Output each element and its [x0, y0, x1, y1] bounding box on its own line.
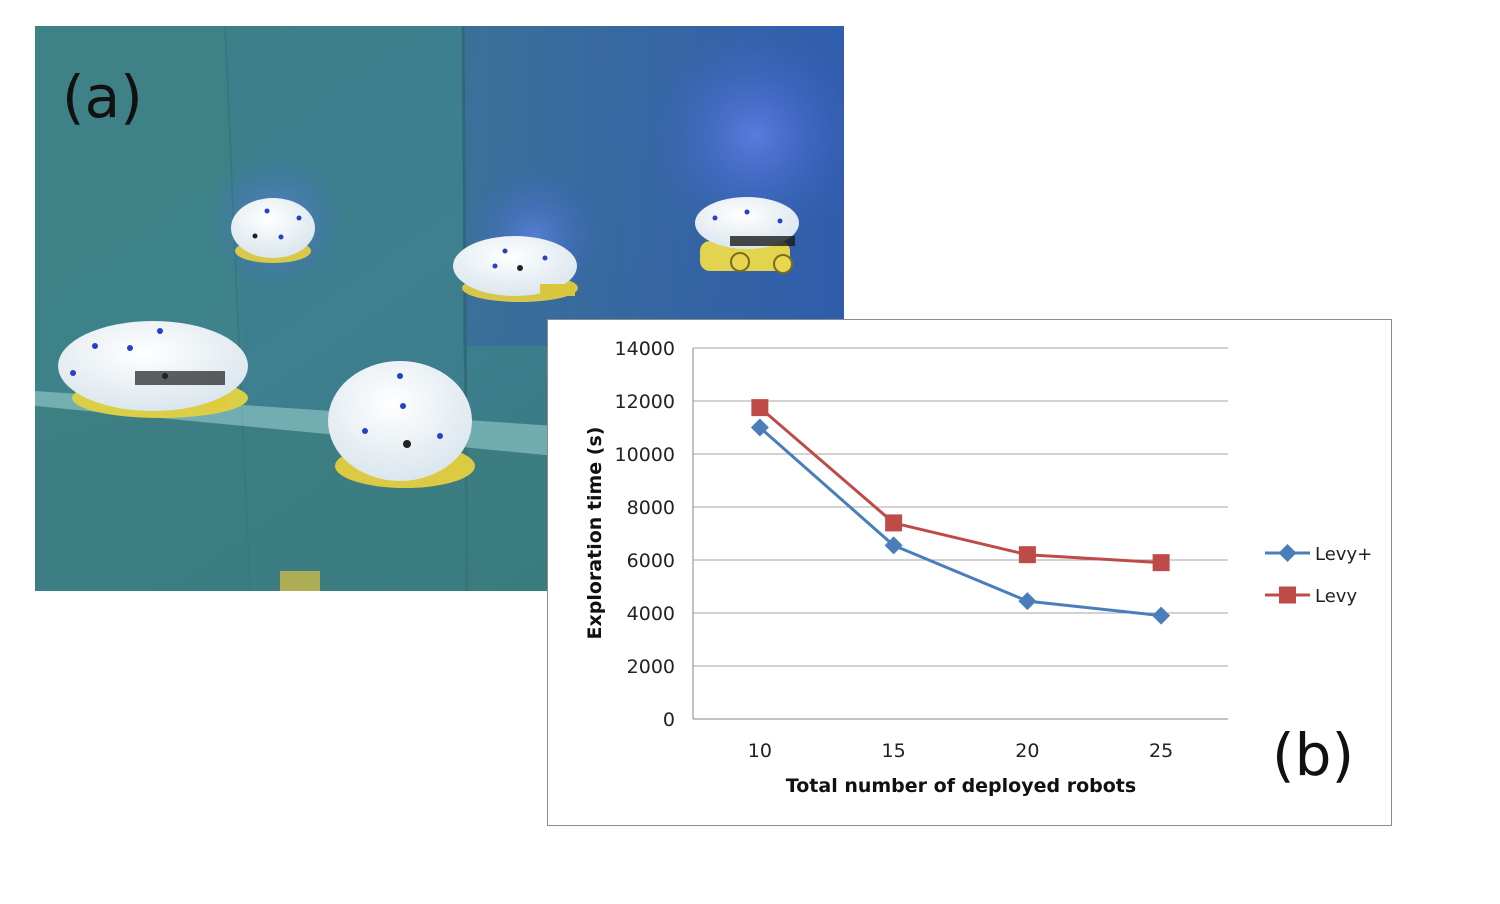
x-tick-label: 25: [1149, 740, 1173, 762]
diamond-marker-icon: [1278, 544, 1297, 562]
y-axis-title: Exploration time (s): [584, 427, 606, 640]
square-marker-icon: [1279, 586, 1296, 604]
gridlines: [693, 347, 1228, 720]
y-tick-label: 6000: [627, 550, 675, 572]
legend-item: Levy+: [1265, 544, 1372, 565]
legend-item: Levy: [1265, 586, 1357, 607]
line-chart: 0 2000 4000 6000 8000 10000 12000 14000 10 15 20 25…: [584, 338, 1372, 797]
legend: Levy+ Levy: [1265, 544, 1372, 607]
legend-label: Levy: [1315, 586, 1357, 607]
data-point: [1018, 546, 1036, 564]
panel-label-a: (a): [62, 63, 143, 131]
x-tick-label: 10: [748, 740, 772, 762]
photo-panel: [35, 26, 844, 591]
series-levy: [751, 399, 1170, 572]
data-point: [1152, 606, 1171, 625]
data-point: [884, 536, 903, 555]
y-tick-label: 0: [663, 709, 675, 731]
x-axis-title: Total number of deployed robots: [786, 775, 1136, 797]
data-point: [1018, 592, 1037, 611]
data-point: [750, 418, 769, 437]
legend-label: Levy+: [1315, 544, 1372, 565]
series-line: [758, 406, 1162, 565]
y-tick-label: 2000: [627, 656, 675, 678]
y-tick-label: 8000: [627, 497, 675, 519]
y-tick-label: 4000: [627, 603, 675, 625]
series-levy-plus: [750, 418, 1171, 625]
data-point: [885, 514, 903, 532]
underwater-robots-photo: [35, 26, 844, 591]
tick-labels: 0 2000 4000 6000 8000 10000 12000 14000 10 15 20 25: [615, 338, 1174, 762]
series-line: [758, 426, 1162, 618]
y-tick-label: 14000: [615, 338, 675, 360]
chart-panel: 0 2000 4000 6000 8000 10000 12000 14000 10 15 20 25…: [547, 319, 1392, 826]
panel-label-b: (b): [1272, 721, 1355, 789]
y-tick-label: 12000: [615, 391, 675, 413]
x-tick-label: 15: [882, 740, 906, 762]
y-tick-label: 10000: [615, 444, 675, 466]
data-point: [1152, 554, 1170, 572]
data-point: [751, 399, 769, 417]
x-tick-label: 20: [1015, 740, 1039, 762]
series: [750, 399, 1171, 625]
